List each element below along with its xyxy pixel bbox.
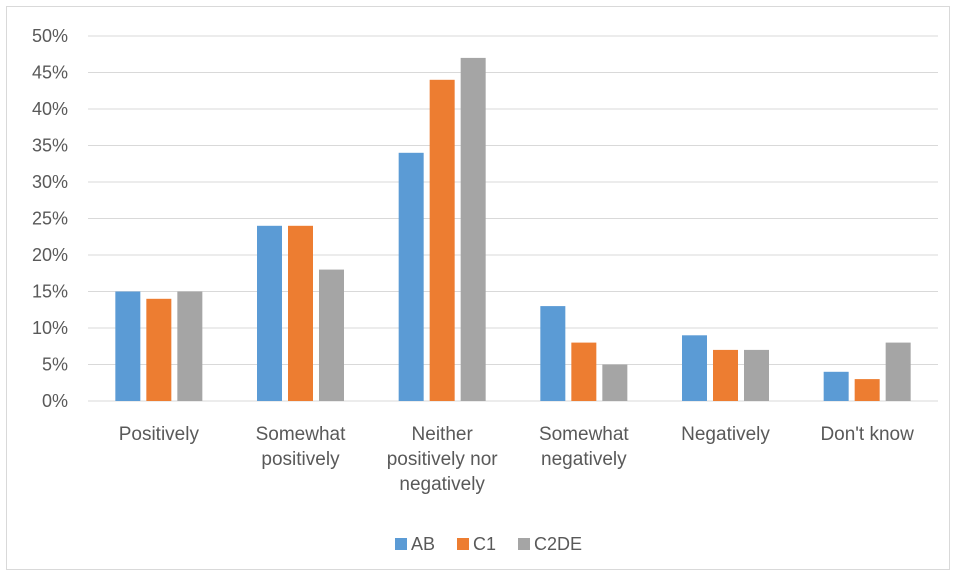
bar-c2de [319, 269, 344, 401]
x-category-label-line: Somewhat [539, 424, 629, 445]
y-tick-label: 15% [32, 282, 68, 302]
y-tick-label: 50% [32, 26, 68, 46]
x-category-label-line: Negatively [681, 424, 770, 445]
bar-c1 [146, 298, 172, 401]
bar-c2de [460, 57, 486, 402]
legend-swatch-c1 [457, 538, 469, 550]
bar-c1 [288, 225, 313, 401]
x-category-label-line: Positively [119, 424, 200, 445]
y-tick-label: 45% [32, 63, 68, 83]
bar-ab [823, 371, 849, 401]
bars [115, 57, 911, 402]
bar-c2de [177, 291, 203, 401]
bar-c1 [854, 379, 880, 401]
bar-c2de [885, 342, 911, 401]
y-axis-ticks: 0% 5% 10% 15% 20% 25% 30% 35% 40% 45% 50% [32, 26, 68, 411]
bar-ab [540, 306, 566, 401]
bar-ab [257, 225, 282, 401]
y-tick-label: 10% [32, 318, 68, 338]
bar-c1 [571, 342, 597, 401]
x-category-label: Positively [119, 424, 200, 445]
bar-c2de [602, 364, 628, 401]
legend-label: C2DE [534, 534, 582, 554]
legend-label: C1 [473, 534, 496, 554]
x-axis-labels: Positively Somewhat positively Neither posit… [119, 424, 914, 495]
x-category-label-line: Neither [412, 424, 474, 445]
legend-swatch-c2de [518, 538, 530, 550]
bar-c1 [429, 79, 455, 402]
legend-swatch-ab [395, 538, 407, 550]
bar-c1 [713, 349, 738, 401]
x-category-label-line: negatively [541, 449, 627, 470]
y-tick-label: 35% [32, 136, 68, 156]
x-category-label-line: positively nor [387, 449, 499, 470]
legend-label: AB [411, 534, 435, 554]
x-category-label: Don't know [820, 424, 914, 445]
y-tick-label: 5% [42, 355, 68, 375]
x-category-label: Neither positively nor negatively [387, 424, 499, 495]
legend: AB C1 C2DE [395, 534, 582, 554]
y-tick-label: 40% [32, 99, 68, 119]
x-category-label-line: Don't know [820, 424, 914, 445]
x-category-label-line: positively [261, 449, 340, 470]
bar-c2de [744, 349, 769, 401]
bar-ab [398, 152, 424, 401]
x-category-label-line: Somewhat [256, 424, 346, 445]
y-tick-label: 0% [42, 391, 68, 411]
y-tick-label: 25% [32, 209, 68, 229]
x-category-label: Negatively [681, 424, 770, 445]
gridlines [88, 35, 938, 402]
x-category-label: Somewhat negatively [539, 424, 629, 470]
x-category-label-line: negatively [399, 474, 485, 495]
bar-ab [115, 291, 141, 401]
y-tick-label: 20% [32, 245, 68, 265]
bar-ab [682, 335, 707, 401]
x-category-label: Somewhat positively [256, 424, 346, 470]
y-tick-label: 30% [32, 172, 68, 192]
